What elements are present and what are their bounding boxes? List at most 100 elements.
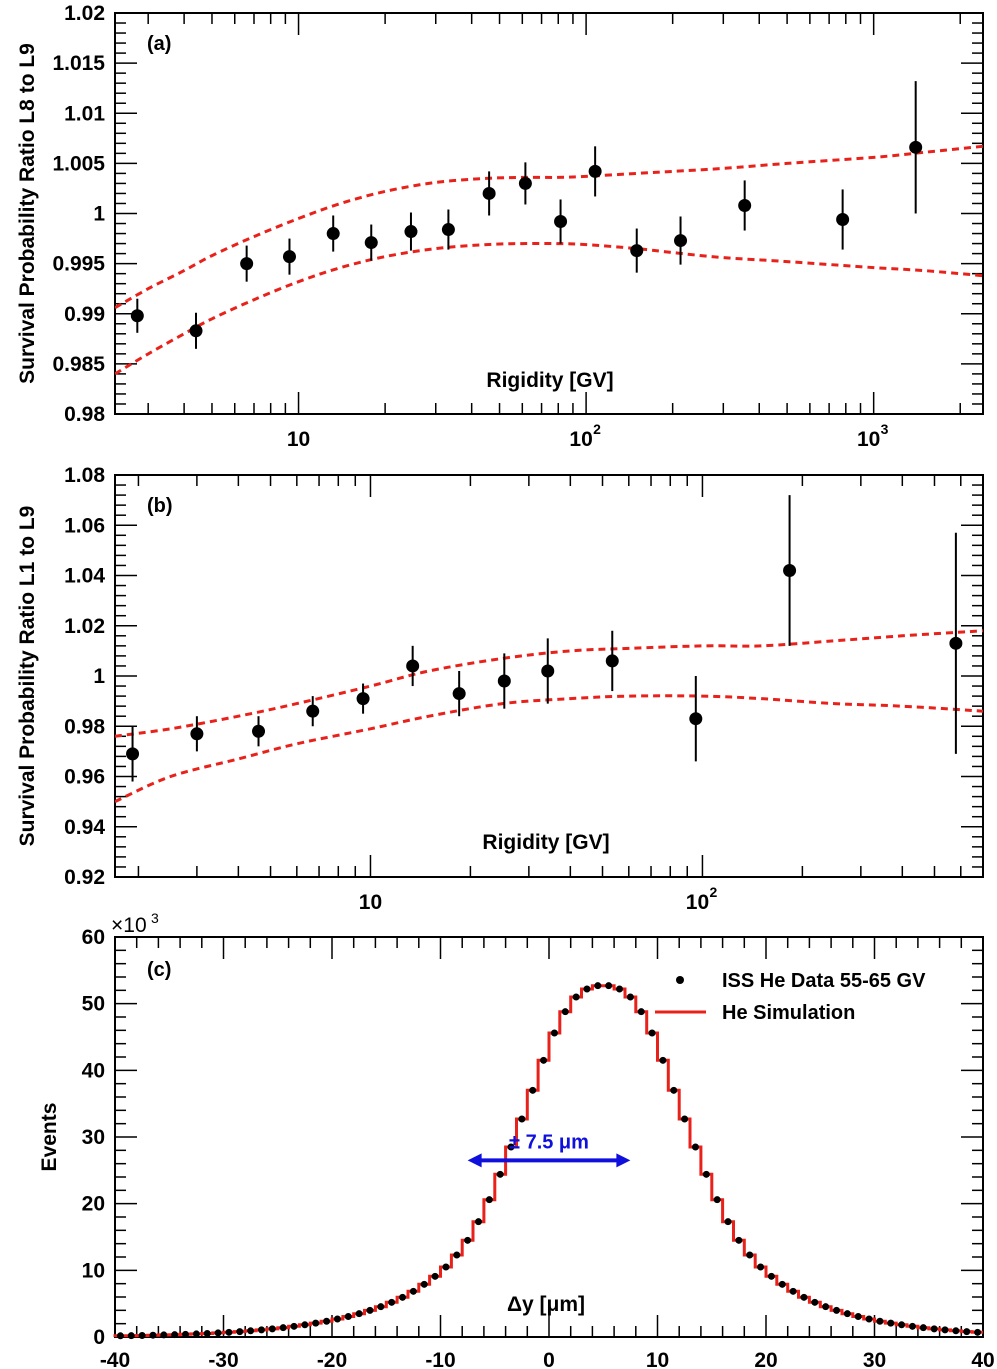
data-point [290,1322,298,1330]
width-arrow-head-right [616,1153,631,1168]
band-upper [115,629,983,738]
data-point [605,654,619,668]
y-tick-label: 0.96 [64,766,105,789]
x-tick-label: 0 [543,1349,555,1369]
data-point [452,687,466,701]
y-tick-label: 1 [93,665,105,688]
data-point [865,1315,873,1323]
data-point [323,1317,331,1325]
data-point [854,1313,862,1321]
x-tick-label: -40 [100,1349,130,1369]
y-tick-label: 1.015 [52,52,105,75]
data-point [507,1143,515,1151]
data-point [800,1293,808,1301]
x-axis-title: Δy [μm] [507,1293,585,1316]
y-tick-label: 0.995 [52,253,105,276]
y-tick-label: 20 [82,1193,105,1216]
data-point [724,1218,732,1226]
legend: ISS He Data 55-65 GV He Simulation [655,970,926,1024]
data-point [192,1330,200,1338]
data-point [674,234,688,248]
data-point [648,1029,656,1037]
data-point [344,1313,352,1321]
data-point [783,563,797,577]
y-tick-label: 0.94 [64,816,105,839]
y-tick-label: 0.99 [64,303,105,326]
x-tick-label: 10 [359,891,382,914]
data-point [130,309,144,323]
y-axis-title: Survival Probability Ratio L8 to L9 [16,43,39,384]
data-point [702,1170,710,1178]
y-tick-label: 30 [82,1126,105,1149]
data-point [247,1327,255,1335]
data-point [529,1086,537,1094]
data-point [659,1056,667,1064]
data-point [388,1298,396,1306]
y-tick-label: 0 [93,1326,105,1349]
plot-frame [114,12,984,415]
band-upper [115,144,983,310]
panel-a-ratio-l8-l9: 0.98 0.985 0.99 0.995 1 1.005 1.01 1.015 1.02 10 1… [16,2,984,451]
width-arrow-head-left [467,1153,482,1168]
data-point [689,712,703,726]
data-point [746,1251,754,1259]
data-point [333,1315,341,1323]
data-point [963,1328,971,1336]
data-point [691,1143,699,1151]
legend-label-data: ISS He Data 55-65 GV [722,970,926,992]
data-point [952,1327,960,1335]
data-point [789,1287,797,1295]
data-point [453,1251,461,1259]
data-point [833,1306,841,1314]
x-tick-label: 40 [971,1349,994,1369]
data-point [441,223,455,237]
data-point [836,213,850,227]
data-point [637,1008,645,1016]
y-tick-label: 1.02 [64,615,105,638]
data-point [550,1029,558,1037]
data-point [282,250,296,264]
data-point [738,198,752,212]
data-point [583,985,591,993]
data-point [518,1115,526,1123]
data-point [908,1322,916,1330]
data-point [406,659,420,673]
y-tick-label: 1 [93,203,105,226]
x-tick-label: -30 [208,1349,238,1369]
data-point [485,1196,493,1204]
y-tick-label: 10 [82,1259,105,1282]
data-point [898,1321,906,1329]
data-point [876,1317,884,1325]
data-point [225,1328,233,1336]
data-point [974,1328,982,1336]
data-point [541,664,555,678]
data-point [616,985,624,993]
data-point [442,1263,450,1271]
data-point [588,164,602,178]
data-point [670,1086,678,1094]
x-tick-label: 10 [569,428,592,451]
y-axis-title: Events [38,1103,61,1172]
y-tick-label: 0.98 [64,403,105,426]
data-point [189,324,203,338]
data-point [949,636,963,650]
data-point [240,257,254,271]
band-lower [115,694,983,803]
data-point [681,1115,689,1123]
data-point [941,1326,949,1334]
data-point [464,1236,472,1244]
legend-label-simulation: He Simulation [722,1002,855,1024]
data-point [767,1272,775,1280]
panel-label: (b) [147,495,173,517]
data-point [127,1332,135,1340]
x-tick-label-exponent: 2 [593,421,601,437]
data-point [116,1332,124,1340]
data-point [377,1303,385,1311]
x-axis-title: Rigidity [GV] [486,369,613,392]
data-point [326,227,340,241]
data-point [203,1329,211,1337]
data-point [605,982,613,990]
x-tick-label: -20 [317,1349,347,1369]
data-point [919,1324,927,1332]
data-point [364,236,378,250]
